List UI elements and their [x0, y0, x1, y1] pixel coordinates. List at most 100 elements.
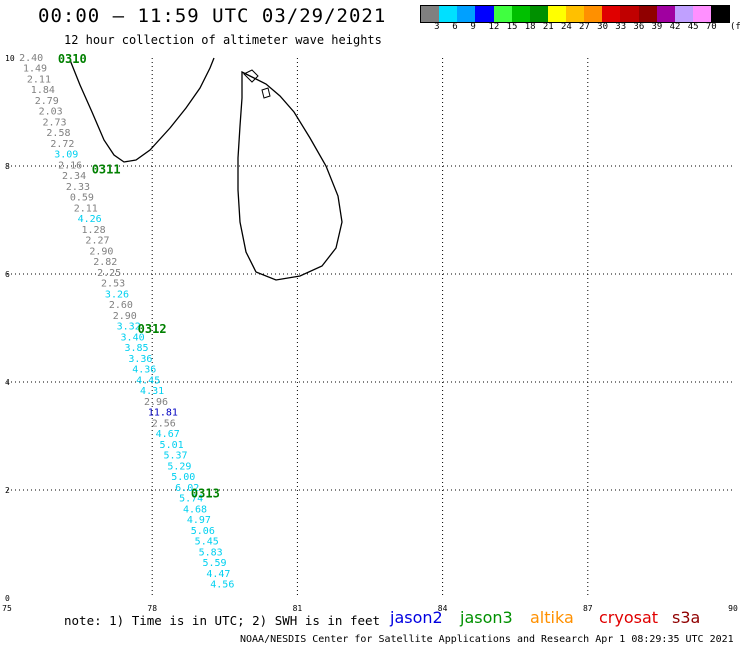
- legend-label: 27: [579, 22, 590, 32]
- wave-height-value: 5.45: [195, 537, 219, 548]
- x-tick-label: 75: [2, 604, 12, 613]
- wave-height-value: 2.03: [39, 107, 63, 118]
- wave-height-value: 2.16: [58, 160, 82, 171]
- wave-height-value: 2.90: [89, 246, 113, 257]
- wave-height-value: 5.00: [171, 472, 195, 483]
- wave-height-value: 2.27: [85, 236, 109, 247]
- wave-height-value: 1.28: [82, 225, 106, 236]
- wave-height-value: 2.53: [101, 279, 125, 290]
- grid-lines: [7, 58, 733, 598]
- x-axis-ticks: 75 78 81 84 87 90: [2, 604, 738, 613]
- legend-label: 6: [452, 22, 458, 32]
- y-tick-label: 8: [5, 162, 10, 171]
- wave-height-value: 2.73: [43, 117, 67, 128]
- legend-swatch: [584, 6, 603, 22]
- credit-line: NOAA/NESDIS Center for Satellite Applica…: [240, 634, 734, 645]
- track-times: 0310 0311 0312 0313: [58, 52, 220, 501]
- legend-swatch: [602, 6, 621, 22]
- legend-label: 3: [434, 22, 440, 32]
- wave-height-value: 2.82: [93, 257, 117, 268]
- legend-swatch: [566, 6, 585, 22]
- wave-height-value: 2.96: [144, 397, 168, 408]
- track-time-label: 0313: [191, 487, 220, 501]
- y-axis-ticks: 0 2 4 6 8 10: [5, 54, 15, 603]
- wave-height-value: 0.59: [70, 193, 94, 204]
- wave-height-value: 11.81: [148, 408, 178, 419]
- wave-height-value: 5.06: [191, 526, 215, 537]
- track-time-label: 0311: [92, 163, 121, 177]
- legend-swatch: [638, 6, 657, 22]
- legend-swatch: [711, 6, 730, 22]
- satellite-jason2: jason2: [390, 608, 443, 627]
- y-tick-label: 0: [5, 594, 10, 603]
- legend-swatch: [511, 6, 530, 22]
- legend-label: 9: [470, 22, 476, 32]
- wave-height-value: 2.90: [113, 311, 137, 322]
- y-tick-label: 2: [5, 486, 10, 495]
- satellite-cryosat: cryosat: [599, 608, 659, 627]
- legend-label: 39: [651, 22, 663, 32]
- wave-height-value: 3.26: [105, 289, 129, 300]
- legend-swatch: [547, 6, 566, 22]
- x-tick-label: 84: [438, 604, 448, 613]
- legend-label: 21: [542, 22, 554, 32]
- legend-label: 33: [615, 22, 627, 32]
- wave-height-value: 5.74: [179, 494, 203, 505]
- legend-label: 70: [705, 22, 717, 32]
- legend-swatch: [421, 6, 440, 22]
- legend-label: 36: [633, 22, 645, 32]
- map-subtitle: 12 hour collection of altimeter wave hei…: [64, 33, 382, 47]
- satellite-altika: altika: [530, 608, 574, 627]
- wave-height-value: 2.34: [62, 171, 86, 182]
- wave-height-value: 4.31: [140, 386, 164, 397]
- x-tick-label: 87: [583, 604, 593, 613]
- x-tick-label: 78: [147, 604, 157, 613]
- track-time-label: 0312: [138, 322, 167, 336]
- wave-height-value: 4.68: [183, 504, 207, 515]
- legend-swatch: [656, 6, 675, 22]
- y-tick-label: 6: [5, 270, 10, 279]
- wave-height-value: 5.37: [163, 451, 187, 462]
- sri-lanka-coast: [237, 70, 343, 281]
- track-time-label: 0310: [58, 52, 87, 66]
- legend-label: 30: [597, 22, 609, 32]
- island-north: [243, 69, 259, 83]
- wave-height-value: 4.26: [78, 214, 102, 225]
- y-tick-label: 10: [5, 54, 15, 63]
- x-tick-label: 81: [293, 604, 303, 613]
- legend-swatch: [493, 6, 512, 22]
- legend-swatch: [439, 6, 458, 22]
- satellite-s3a: s3a: [672, 608, 701, 627]
- wave-height-value: 3.36: [128, 354, 152, 365]
- wave-height-value: 2.40: [19, 53, 43, 64]
- legend-swatch: [674, 6, 693, 22]
- wave-height-value: 2.11: [27, 74, 51, 85]
- wave-height-value: 5.59: [202, 558, 226, 569]
- wave-height-value: 3.85: [124, 343, 148, 354]
- wave-height-value: 5.01: [160, 440, 184, 451]
- wave-height-value: 4.36: [132, 365, 156, 376]
- wave-height-value: 4.45: [136, 375, 160, 386]
- legend-label: 18: [524, 22, 536, 32]
- legend-swatch: [529, 6, 548, 22]
- legend-label: 15: [506, 22, 518, 32]
- wave-height-value: 4.97: [187, 515, 211, 526]
- legend-label: 24: [560, 22, 572, 32]
- wave-height-value: 2.11: [74, 203, 98, 214]
- color-legend: [420, 5, 730, 23]
- wave-height-value: 3.09: [54, 150, 78, 161]
- wave-height-value: 6.02: [175, 483, 199, 494]
- x-tick-label: 90: [728, 604, 738, 613]
- wave-height-value: 3.32: [117, 322, 141, 333]
- wave-height-value: 4.47: [206, 569, 230, 580]
- wave-height-value: 1.49: [23, 64, 47, 75]
- footer-note: note: 1) Time is in UTC; 2) SWH is in fe…: [64, 613, 381, 628]
- legend-label: 12: [488, 22, 500, 32]
- wave-height-value: 4.67: [156, 429, 180, 440]
- legend-unit: (ft): [730, 22, 740, 32]
- legend-swatch: [475, 6, 494, 22]
- legend-swatch: [620, 6, 639, 22]
- wave-height-value: 2.79: [35, 96, 59, 107]
- wave-height-value: 2.25: [97, 268, 121, 279]
